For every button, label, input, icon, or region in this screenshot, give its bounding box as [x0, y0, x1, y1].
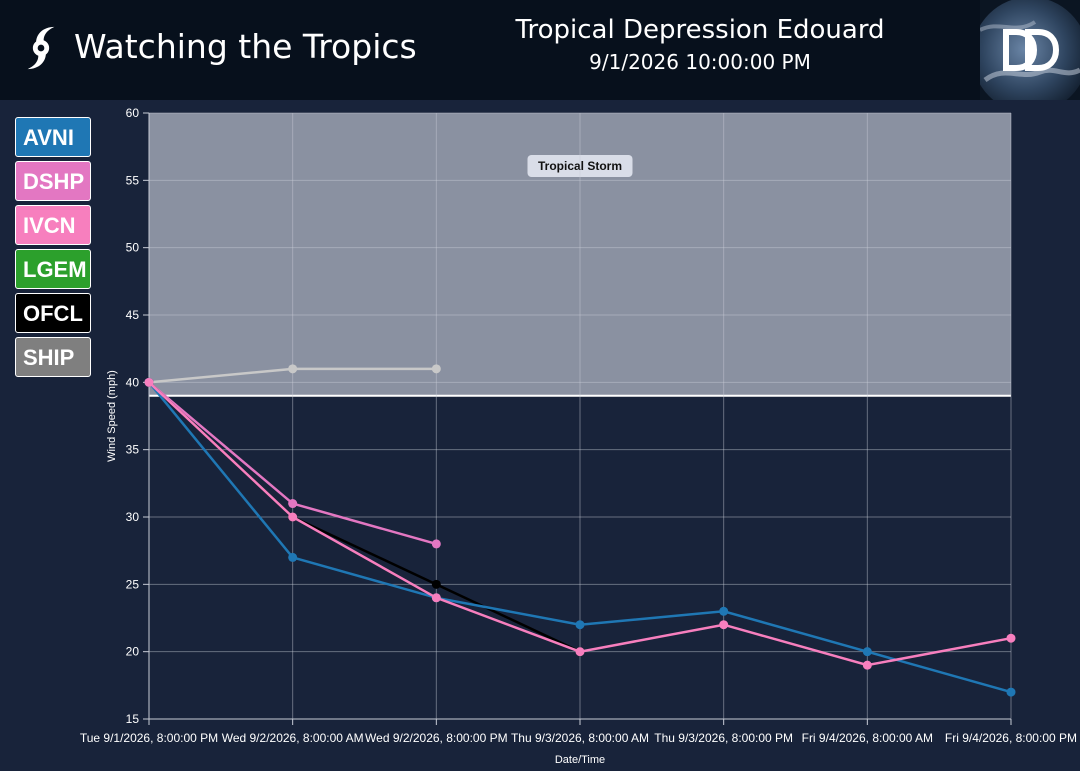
y-tick-label: 15 [126, 712, 140, 726]
y-tick-label: 35 [126, 443, 140, 457]
app-title: Watching the Tropics [74, 27, 417, 66]
x-axis-title: Date/Time [555, 754, 605, 766]
storm-name: Tropical Depression Edouard [515, 15, 885, 45]
legend-ofcl-button[interactable]: OFCL [15, 293, 91, 333]
y-axis-title: Wind Speed (mph) [106, 370, 118, 462]
legend-dshp-button[interactable]: DSHP [15, 161, 91, 201]
series-ivcn-point[interactable] [862, 660, 872, 670]
series-avni-point[interactable] [575, 620, 585, 630]
dd-logo-icon [980, 0, 1080, 100]
legend-ship-button[interactable]: SHIP [15, 337, 91, 377]
series-ivcn-point[interactable] [575, 647, 585, 657]
y-tick-label: 45 [126, 308, 140, 322]
y-tick-label: 50 [126, 241, 140, 255]
y-tick-label: 60 [126, 106, 140, 120]
series-ivcn-point[interactable] [1006, 633, 1016, 643]
legend-lgem-button[interactable]: LGEM [15, 249, 91, 289]
legend-ivcn-button[interactable]: IVCN [15, 205, 91, 245]
band-label-box [527, 155, 633, 177]
series-dshp-point[interactable] [431, 539, 441, 549]
x-tick-label: Thu 9/3/2026, 8:00:00 PM [654, 731, 793, 745]
x-tick-label: Wed 9/2/2026, 8:00:00 AM [222, 731, 364, 745]
model-legend: AVNI DSHP IVCN LGEM OFCL SHIP [15, 117, 93, 381]
series-ivcn-point[interactable] [719, 620, 729, 630]
series-ivcn-point[interactable] [144, 377, 154, 387]
x-tick-label: Wed 9/2/2026, 8:00:00 PM [365, 731, 508, 745]
legend-avni-button[interactable]: AVNI [15, 117, 91, 157]
series-avni-point[interactable] [288, 552, 298, 562]
x-tick-label: Tue 9/1/2026, 8:00:00 PM [80, 731, 218, 745]
series-ship-point[interactable] [288, 364, 298, 374]
storm-time: 9/1/2026 10:00:00 PM [589, 50, 811, 74]
band-label: Tropical Storm [538, 159, 622, 173]
series-avni-point[interactable] [1006, 687, 1016, 697]
header: Watching the Tropics Tropical Depression… [0, 0, 1080, 100]
x-tick-label: Fri 9/4/2026, 8:00:00 PM [945, 731, 1077, 745]
hurricane-icon [27, 26, 55, 70]
wind-speed-chart: Tropical Storm 15 20 25 30 35 40 45 50 55 60 Tue 9/… [80, 106, 1077, 766]
y-tick-label: 20 [126, 645, 140, 659]
series-avni-point[interactable] [862, 647, 872, 657]
y-tick-label: 30 [126, 510, 140, 524]
series-dshp-point[interactable] [288, 499, 298, 509]
y-tick-label: 40 [126, 375, 140, 389]
series-ofcl-point[interactable] [431, 579, 441, 589]
y-tick-label: 25 [126, 577, 140, 591]
brand-logo [980, 0, 1080, 100]
series-ivcn-point[interactable] [431, 593, 441, 603]
series-avni-point[interactable] [719, 606, 729, 616]
x-tick-label: Thu 9/3/2026, 8:00:00 AM [511, 731, 649, 745]
series-ivcn-point[interactable] [288, 512, 298, 522]
x-tick-label: Fri 9/4/2026, 8:00:00 AM [802, 731, 933, 745]
y-tick-label: 55 [126, 173, 140, 187]
series-ship-point[interactable] [431, 364, 441, 374]
